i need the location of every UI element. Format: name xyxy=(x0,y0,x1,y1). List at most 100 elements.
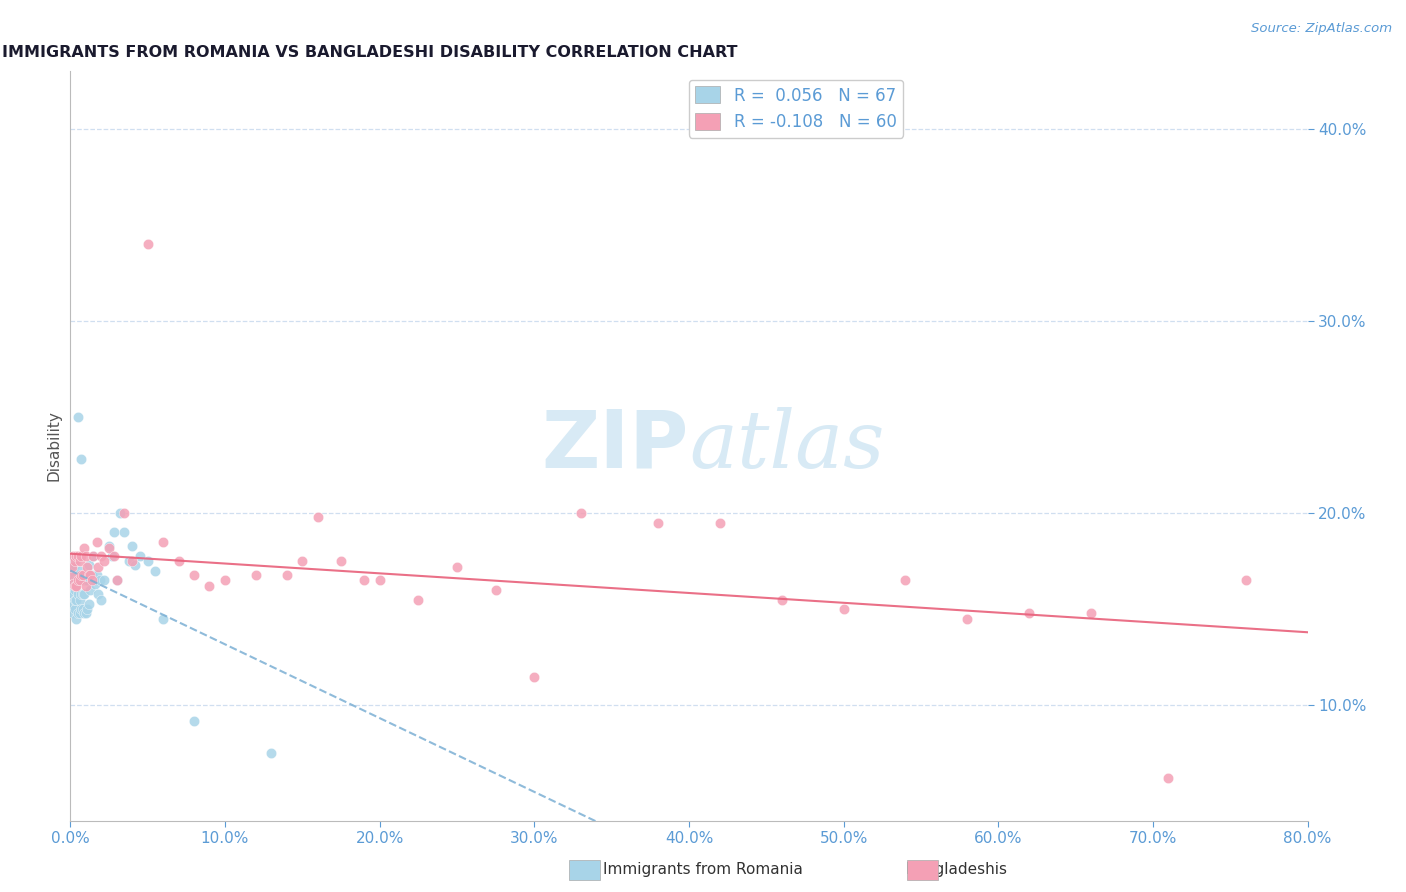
Point xyxy=(93,554,115,568)
Point xyxy=(136,554,159,568)
Point xyxy=(62,558,84,573)
Point xyxy=(62,587,84,601)
Point xyxy=(75,579,97,593)
Point xyxy=(90,549,112,563)
Point xyxy=(63,602,86,616)
Point xyxy=(114,525,135,540)
Point xyxy=(60,592,83,607)
Point xyxy=(446,560,468,574)
Point xyxy=(894,574,917,588)
Point xyxy=(90,592,112,607)
Point xyxy=(72,602,94,616)
Point xyxy=(67,574,90,588)
Point xyxy=(93,574,115,588)
Point xyxy=(956,612,979,626)
Text: Bangladeshis: Bangladeshis xyxy=(905,863,1007,877)
Point xyxy=(73,574,96,588)
Point xyxy=(330,554,353,568)
Point xyxy=(62,549,84,563)
Point xyxy=(70,602,93,616)
Point xyxy=(69,574,91,588)
Point xyxy=(1157,772,1180,786)
Point xyxy=(65,579,87,593)
Point xyxy=(72,587,94,601)
Point xyxy=(77,558,100,573)
Point xyxy=(76,560,98,574)
Point xyxy=(67,574,90,588)
Point xyxy=(72,567,94,582)
Point xyxy=(65,574,87,588)
Point xyxy=(103,549,125,563)
Point xyxy=(62,606,84,620)
Point xyxy=(105,574,128,588)
Point xyxy=(569,506,592,520)
Point xyxy=(75,606,97,620)
Point xyxy=(82,549,105,563)
Point xyxy=(129,549,152,563)
Point xyxy=(63,583,86,598)
Point xyxy=(63,558,86,573)
Point xyxy=(770,592,793,607)
Point xyxy=(82,549,105,563)
Point xyxy=(79,567,101,582)
Point xyxy=(65,612,87,626)
Point xyxy=(368,574,391,588)
Point xyxy=(70,567,93,582)
Point xyxy=(60,554,83,568)
Point xyxy=(1080,606,1102,620)
Point xyxy=(77,597,100,611)
Point xyxy=(105,574,128,588)
Point xyxy=(647,516,669,530)
Point xyxy=(60,583,83,598)
Point xyxy=(76,574,98,588)
Point xyxy=(245,567,267,582)
Point xyxy=(84,577,107,591)
Point xyxy=(60,560,83,574)
Point xyxy=(63,554,86,568)
Point xyxy=(87,587,110,601)
Point xyxy=(67,410,90,425)
Point xyxy=(183,714,205,728)
Point xyxy=(70,549,93,563)
Point xyxy=(63,567,86,582)
Point xyxy=(60,567,83,582)
Point xyxy=(291,554,314,568)
Point xyxy=(65,549,87,563)
Point xyxy=(65,554,87,568)
Point xyxy=(72,567,94,582)
Point xyxy=(62,577,84,591)
Point xyxy=(118,554,141,568)
Point xyxy=(69,554,91,568)
Point xyxy=(832,602,855,616)
Point xyxy=(523,669,546,683)
Point xyxy=(124,558,146,573)
Point xyxy=(1018,606,1040,620)
Point xyxy=(408,592,430,607)
Point xyxy=(73,606,96,620)
Point xyxy=(121,539,143,553)
Point xyxy=(75,574,97,588)
Point xyxy=(103,525,125,540)
Point xyxy=(77,567,100,582)
Point xyxy=(152,535,174,549)
Point xyxy=(70,587,93,601)
Point xyxy=(65,592,87,607)
Point xyxy=(353,574,375,588)
Text: IMMIGRANTS FROM ROMANIA VS BANGLADESHI DISABILITY CORRELATION CHART: IMMIGRANTS FROM ROMANIA VS BANGLADESHI D… xyxy=(3,45,738,61)
Point xyxy=(67,587,90,601)
Point xyxy=(69,574,91,588)
Point xyxy=(80,574,103,588)
Point xyxy=(183,567,205,582)
Point xyxy=(709,516,731,530)
Point xyxy=(136,237,159,252)
Point xyxy=(214,574,236,588)
Point xyxy=(145,564,166,578)
Point xyxy=(260,747,283,761)
Point xyxy=(98,539,120,553)
Point xyxy=(114,506,135,520)
Point xyxy=(73,541,96,555)
Point xyxy=(73,587,96,601)
Point xyxy=(62,577,84,591)
Point xyxy=(101,549,124,563)
Point xyxy=(62,599,84,613)
